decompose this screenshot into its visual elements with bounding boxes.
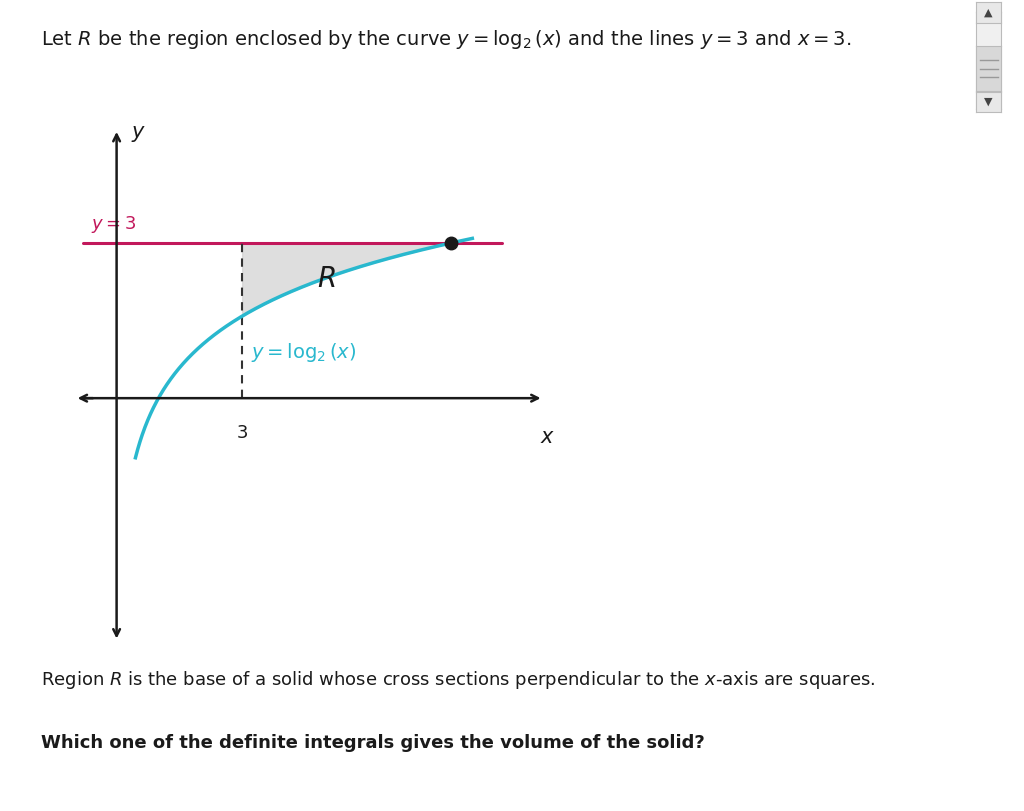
Text: $y = 3$: $y = 3$ [91,214,136,235]
Text: Let $R$ be the region enclosed by the curve $y = \log_2(x)$ and the lines $y = 3: Let $R$ be the region enclosed by the cu… [41,28,851,51]
Text: Which one of the definite integrals gives the volume of the solid?: Which one of the definite integrals give… [41,734,705,752]
Text: $x$: $x$ [540,427,555,447]
Text: 3: 3 [237,424,248,442]
Text: $y = \log_2(x)$: $y = \log_2(x)$ [251,341,356,364]
Text: $y$: $y$ [131,124,146,144]
Text: Region $R$ is the base of a solid whose cross sections perpendicular to the $x$-: Region $R$ is the base of a solid whose … [41,669,876,691]
Text: ▲: ▲ [984,7,993,18]
Text: ▼: ▼ [984,97,993,107]
Text: $R$: $R$ [316,265,335,293]
